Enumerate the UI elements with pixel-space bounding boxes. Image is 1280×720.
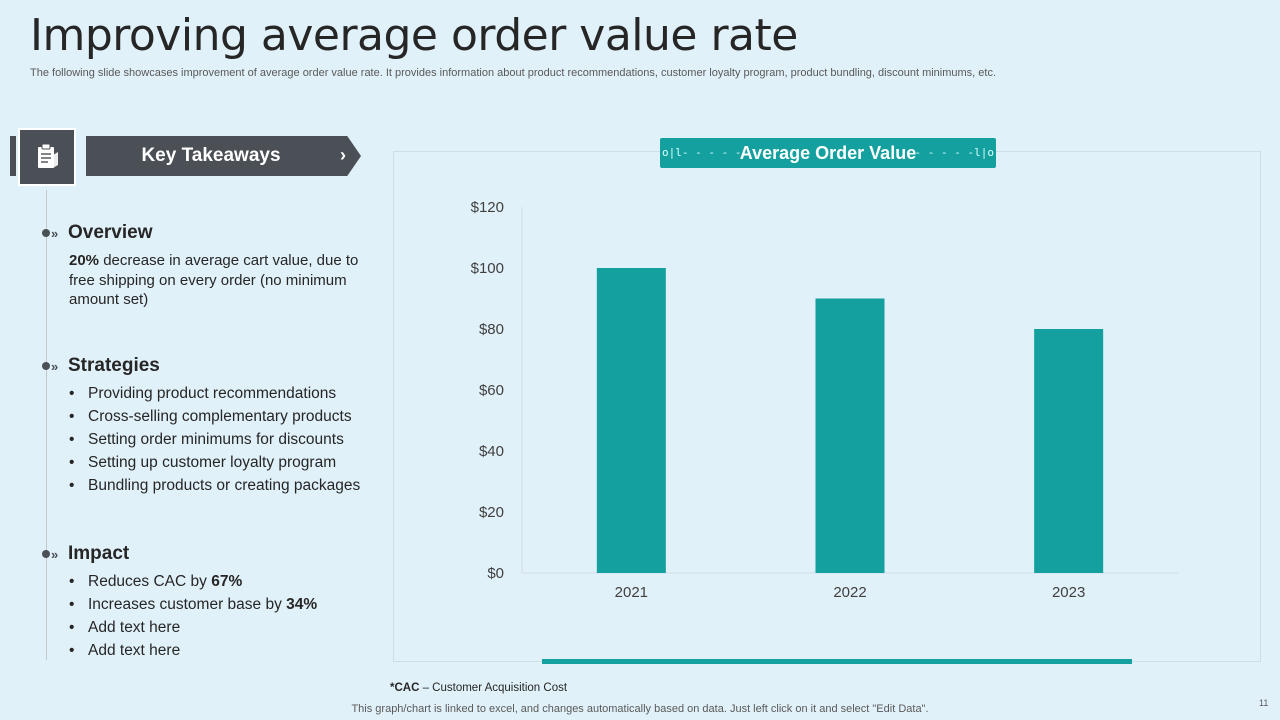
impact-heading: » Impact: [42, 543, 129, 565]
list-item: • Bundling products or creating packages: [69, 477, 361, 494]
overview-title: Overview: [68, 222, 153, 243]
y-tick-label: $40: [479, 443, 504, 460]
x-tick-label: 2023: [1052, 584, 1085, 601]
y-tick-label: $60: [479, 382, 504, 399]
decor-line-icon: - - - - -l|o: [914, 146, 994, 159]
overview-heading: » Overview: [42, 222, 153, 244]
x-tick-label: 2022: [833, 584, 866, 601]
list-item: • Add text here: [69, 642, 181, 659]
strategies-list: • Providing product recommendations • Cros…: [69, 382, 360, 497]
list-item: • Providing product recommendations: [69, 385, 337, 402]
list-item: • Setting up customer loyalty program: [69, 454, 337, 471]
strategies-heading: » Strategies: [42, 355, 160, 377]
overview-highlight: 20%: [69, 252, 100, 269]
banner-left-bar: [10, 136, 16, 176]
impact-list: • Reduces CAC by 67% • Increases customer …: [69, 570, 317, 662]
list-item: • Reduces CAC by 67%: [69, 573, 243, 590]
strategies-title: Strategies: [68, 355, 160, 376]
section-marker-icon: »: [42, 226, 64, 241]
bar-2021: [596, 268, 666, 573]
bar-chart: $0 $20 $40 $60 $80 $100 $120 2021 2022 2023: [471, 199, 1178, 601]
y-tick-label: $120: [471, 199, 504, 216]
bar-2022: [815, 298, 885, 573]
clipboard-icon: [18, 128, 76, 186]
key-takeaways-label: Key Takeaways: [141, 145, 281, 166]
decor-line-icon: o|l- - - - -: [662, 146, 742, 159]
y-tick-label: $100: [471, 260, 504, 277]
impact-title: Impact: [68, 543, 130, 564]
list-item: • Add text here: [69, 619, 181, 636]
key-takeaways-banner: Key Takeaways ›: [10, 128, 361, 186]
section-marker-icon: »: [42, 359, 64, 374]
list-item: • Increases customer base by 34%: [69, 596, 318, 613]
banner-arrow: [86, 136, 361, 176]
bar-2023: [1034, 329, 1104, 573]
y-tick-label: $0: [487, 565, 504, 582]
list-item: • Setting order minimums for discounts: [69, 431, 344, 448]
footer-note: This graph/chart is linked to excel, and…: [351, 703, 929, 715]
page-subtitle: The following slide showcases improvemen…: [30, 67, 997, 79]
x-tick-label: 2021: [615, 584, 648, 601]
overview-body: decrease in average cart value, due to f…: [69, 252, 359, 308]
page-number: 11: [1259, 698, 1269, 708]
y-tick-label: $80: [479, 321, 504, 338]
timeline-line: [46, 190, 47, 660]
chart-title: Average Order Value: [739, 143, 917, 163]
accent-strip: [542, 659, 1132, 664]
page-title: Improving average order value rate: [30, 10, 798, 61]
overview-text: 20% decrease in average cart value, due …: [69, 251, 359, 310]
chevron-right-icon: ›: [340, 145, 346, 165]
y-tick-label: $20: [479, 504, 504, 521]
section-marker-icon: »: [42, 547, 64, 562]
list-item: • Cross-selling complementary products: [69, 408, 352, 425]
footnote: *CAC – Customer Acquisition Cost: [390, 682, 568, 694]
chart-title-badge: o|l- - - - - Average Order Value - - - -…: [660, 138, 996, 168]
